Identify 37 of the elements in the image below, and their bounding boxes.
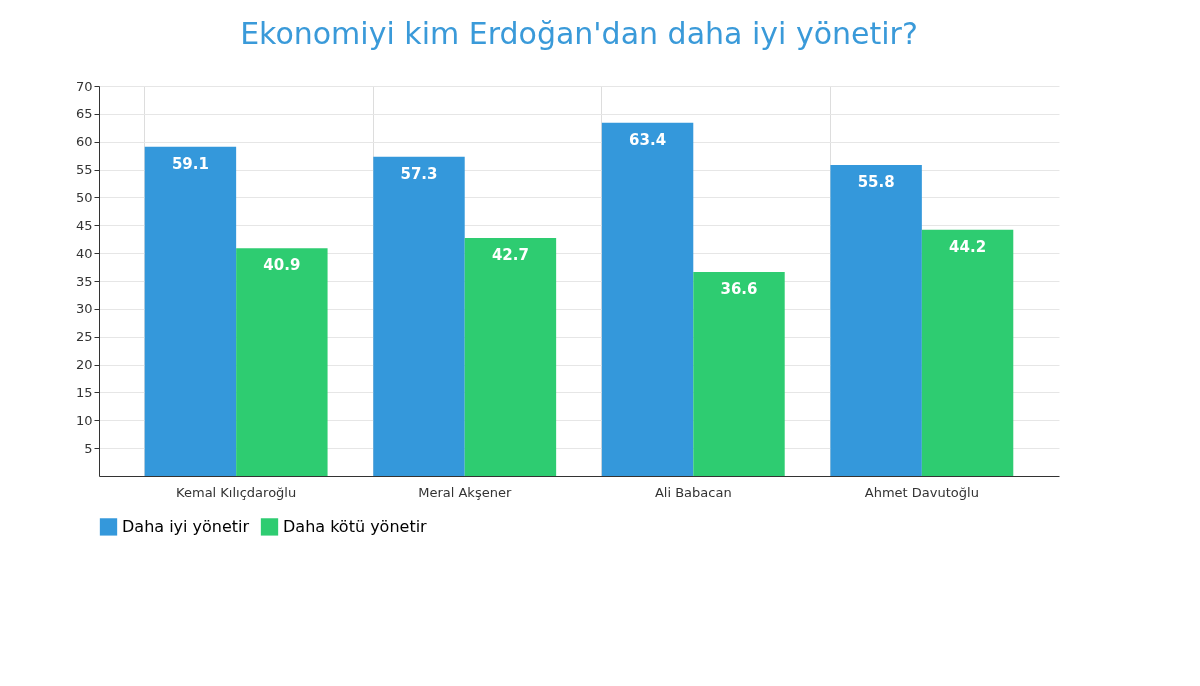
bar (464, 238, 557, 476)
y-tick-label: 55 (75, 162, 93, 178)
x-tick-label: Ali Babacan (654, 484, 732, 500)
x-tick-label: Meral Akşener (418, 484, 512, 500)
y-tick-label: 30 (75, 301, 93, 317)
bar (144, 146, 237, 476)
data-label: 42.7 (491, 246, 529, 265)
bar (830, 165, 922, 476)
y-tick-label: 20 (75, 357, 93, 373)
bar (601, 122, 694, 476)
y-tick-label: 70 (75, 78, 93, 94)
y-tick-label: 60 (75, 134, 93, 150)
chart-title: Ekonomiyi kim Erdoğan'dan daha iyi yönetir? (240, 16, 918, 51)
y-tick-label: 35 (75, 273, 93, 289)
data-label: 63.4 (629, 130, 667, 149)
bar (373, 156, 465, 476)
data-label: 36.6 (720, 280, 758, 299)
bar (921, 229, 1014, 476)
y-tick-label: 40 (75, 245, 93, 261)
data-label: 59.1 (171, 154, 209, 173)
legend-label: Daha iyi yönetir (122, 516, 250, 536)
y-tick-label: 15 (75, 384, 93, 400)
x-tick-label: Ahmet Davutoğlu (864, 484, 979, 500)
y-tick-label: 45 (75, 217, 93, 233)
data-label: 55.8 (857, 173, 895, 192)
y-tick-label: 5 (84, 440, 93, 456)
y-tick-label: 25 (75, 329, 93, 345)
bar (693, 272, 785, 476)
data-label: 40.9 (263, 256, 301, 275)
y-tick-label: 10 (75, 412, 93, 428)
legend-label: Daha kötü yönetir (283, 516, 428, 536)
y-tick-label: 65 (75, 106, 93, 122)
data-label: 44.2 (949, 237, 987, 256)
x-tick-label: Kemal Kılıçdaroğlu (176, 484, 297, 500)
bar (236, 248, 328, 476)
y-tick-label: 50 (75, 189, 93, 205)
data-label: 57.3 (400, 164, 438, 183)
